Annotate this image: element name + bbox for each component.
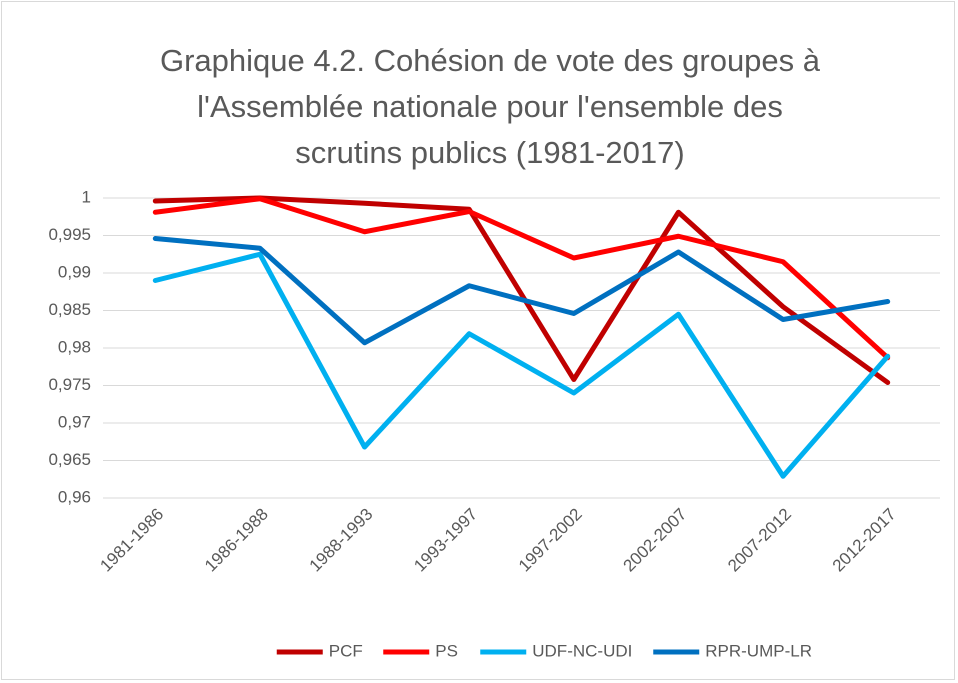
y-tick-label: 0,99	[58, 262, 91, 281]
y-tick-label: 0,985	[48, 300, 91, 319]
y-tick-label: 0,96	[58, 487, 91, 506]
x-tick-label: 2012-2017	[829, 505, 900, 576]
y-tick-label: 1	[82, 187, 91, 206]
y-tick-label: 0,975	[48, 375, 91, 394]
series-line	[152, 251, 891, 479]
chart-title: Graphique 4.2. Cohésion de vote des grou…	[159, 43, 821, 170]
series-line	[152, 195, 891, 385]
legend-label: UDF-NC-UDI	[532, 641, 632, 660]
y-tick-label: 0,995	[48, 225, 91, 244]
x-tick-label: 1981-1986	[96, 505, 167, 576]
y-tick-label: 0,965	[48, 450, 91, 469]
series-line	[152, 196, 891, 361]
y-tick-label: 0,98	[58, 337, 91, 356]
x-tick-label: 1997-2002	[515, 505, 586, 576]
x-tick-label: 1988-1993	[306, 505, 377, 576]
legend-label: RPR-UMP-LR	[705, 641, 812, 660]
x-tick-label: 1986-1988	[201, 505, 272, 576]
y-tick-label: 0,97	[58, 412, 91, 431]
legend-label: PS	[435, 641, 458, 660]
x-tick-label: 1993-1997	[410, 505, 481, 576]
x-tick-label: 2002-2007	[620, 505, 691, 576]
series-line	[152, 236, 891, 346]
x-tick-label: 2007-2012	[724, 505, 795, 576]
legend-label: PCF	[329, 641, 363, 660]
